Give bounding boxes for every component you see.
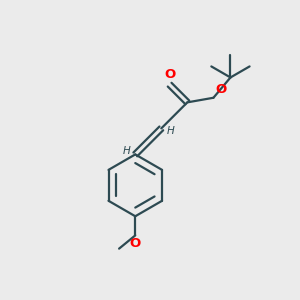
- Text: O: O: [164, 68, 175, 81]
- Text: H: H: [123, 146, 130, 157]
- Text: O: O: [215, 83, 226, 96]
- Text: H: H: [166, 126, 174, 136]
- Text: O: O: [130, 237, 141, 250]
